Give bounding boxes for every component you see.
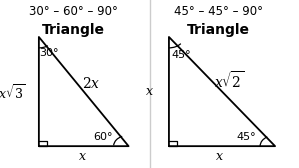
Text: Triangle: Triangle xyxy=(187,23,250,37)
Text: $x\sqrt{3}$: $x\sqrt{3}$ xyxy=(0,83,26,102)
Text: 30°: 30° xyxy=(39,48,59,58)
Text: $x$: $x$ xyxy=(78,150,87,163)
Text: Triangle: Triangle xyxy=(42,23,105,37)
Text: $x$: $x$ xyxy=(215,150,224,163)
Text: 60°: 60° xyxy=(93,132,113,142)
Text: 45°: 45° xyxy=(172,50,191,60)
Text: $2x$: $2x$ xyxy=(82,76,100,92)
Text: $x$: $x$ xyxy=(145,85,154,98)
Text: $x\sqrt{2}$: $x\sqrt{2}$ xyxy=(213,70,244,91)
Text: 45° – 45° – 90°: 45° – 45° – 90° xyxy=(174,5,263,18)
Text: 30° – 60° – 90°: 30° – 60° – 90° xyxy=(29,5,118,18)
Text: 45°: 45° xyxy=(237,132,257,142)
